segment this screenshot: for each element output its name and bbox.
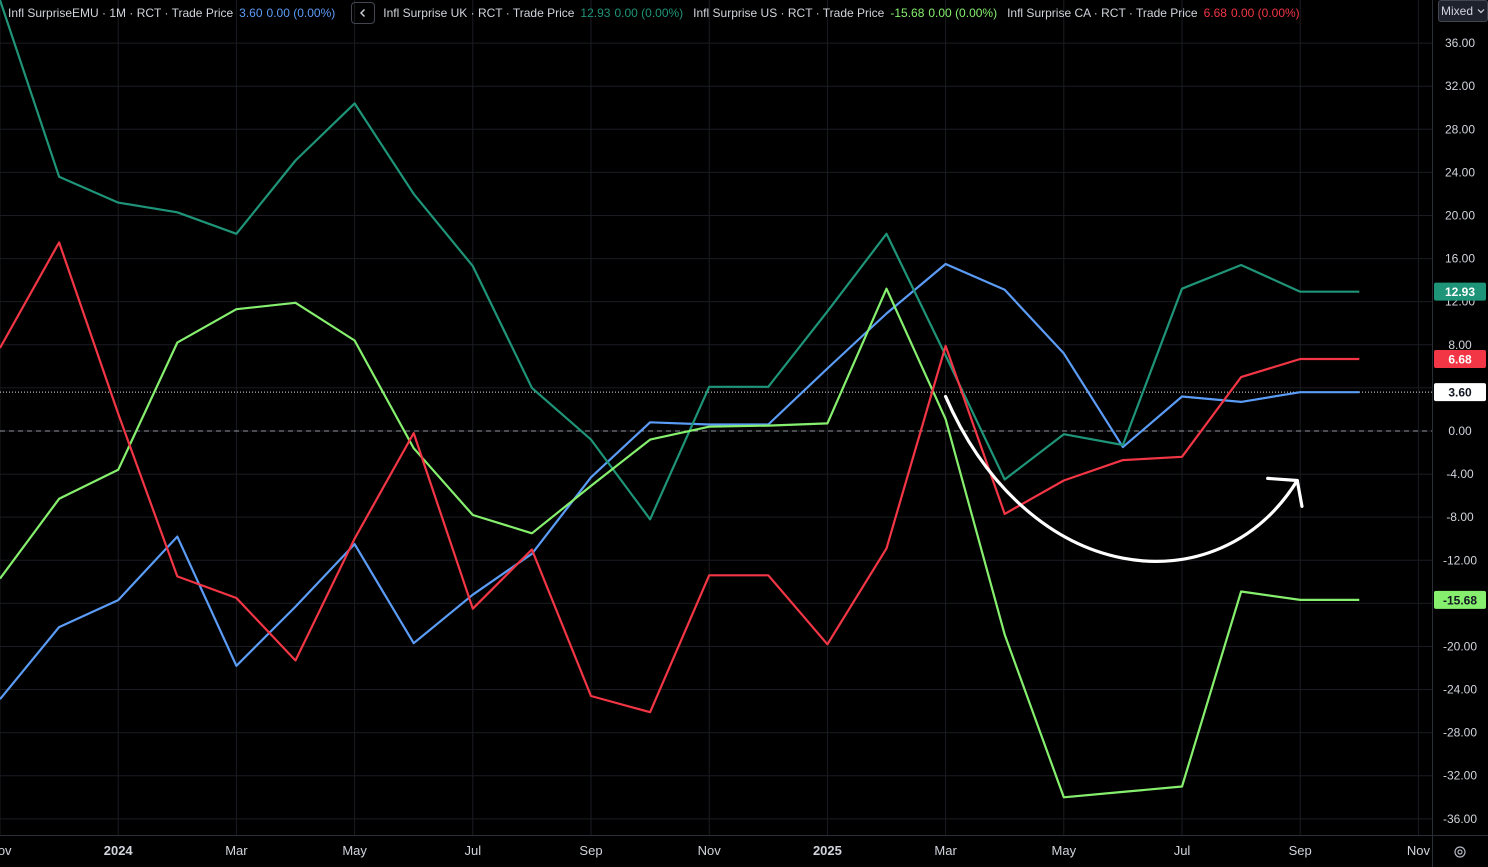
last-value-label-uk: 12.93 xyxy=(1434,282,1486,301)
y-tick-label: -20.00 xyxy=(1443,639,1477,653)
series-line-us[interactable] xyxy=(0,287,1360,799)
x-tick-label: Sep xyxy=(1289,843,1312,858)
legend-item-emu[interactable]: Infl SurpriseEMU · 1M · RCT · Trade Pric… xyxy=(8,6,335,20)
x-tick-label: Nov xyxy=(698,843,722,858)
legend-item-ca[interactable]: Infl Surprise CA · RCT · Trade Price 6.6… xyxy=(1007,6,1300,20)
price-scale-mode-dropdown[interactable]: Mixed xyxy=(1438,0,1488,22)
chevron-left-icon xyxy=(360,9,366,17)
svg-text:-15.68: -15.68 xyxy=(1443,593,1477,607)
y-tick-label: -12.00 xyxy=(1443,553,1477,567)
series-line-emu[interactable] xyxy=(0,262,1360,700)
x-tick-label: 2024 xyxy=(104,843,134,858)
series-line-ca[interactable] xyxy=(0,241,1360,714)
x-tick-label: Mar xyxy=(225,843,248,858)
legend-item-uk[interactable]: Infl Surprise UK · RCT · Trade Price 12.… xyxy=(383,6,683,20)
legend-item-us[interactable]: Infl Surprise US · RCT · Trade Price -15… xyxy=(693,6,997,20)
legend-title-us: Infl Surprise US · RCT · Trade Price xyxy=(693,6,885,20)
last-value-label-ca: 6.68 xyxy=(1434,349,1486,368)
last-value-label-emu: 3.60 xyxy=(1434,383,1486,402)
y-tick-label: -8.00 xyxy=(1446,510,1474,524)
svg-text:3.60: 3.60 xyxy=(1448,386,1472,400)
legend-change-emu: 0.00 (0.00%) xyxy=(266,6,336,20)
legend-value-us: -15.68 xyxy=(890,6,925,20)
y-tick-label: -32.00 xyxy=(1443,769,1477,783)
y-tick-label: -24.00 xyxy=(1443,683,1477,697)
legend-value-emu: 3.60 xyxy=(239,6,263,20)
legend-value-uk: 12.93 xyxy=(580,6,611,20)
price-scale-mode-label: Mixed xyxy=(1440,4,1473,18)
gear-icon xyxy=(1454,845,1466,858)
grid-lines xyxy=(0,0,1432,835)
x-tick-label: May xyxy=(342,843,367,858)
x-tick-label: May xyxy=(1052,843,1077,858)
legend-change-uk: 0.00 (0.00%) xyxy=(614,6,684,20)
series-line-uk[interactable] xyxy=(0,0,1360,521)
series-lines xyxy=(0,0,1360,799)
y-tick-label: -4.00 xyxy=(1446,467,1474,481)
legend-title-emu: Infl SurpriseEMU · 1M · RCT · Trade Pric… xyxy=(8,6,234,20)
y-tick-label: 36.00 xyxy=(1445,36,1475,50)
legend-title-uk: Infl Surprise UK · RCT · Trade Price xyxy=(383,6,575,20)
last-value-label-us: -15.68 xyxy=(1434,590,1486,609)
x-tick-label: Nov xyxy=(0,843,12,858)
y-tick-label: 8.00 xyxy=(1448,338,1472,352)
annotation-curve-arrow[interactable] xyxy=(944,394,1299,563)
legend-change-ca: 0.00 (0.00%) xyxy=(1230,6,1300,20)
y-tick-label: 16.00 xyxy=(1445,252,1475,266)
x-tick-label: Nov xyxy=(1407,843,1431,858)
x-tick-label: Sep xyxy=(579,843,602,858)
y-tick-label: 20.00 xyxy=(1445,208,1475,222)
svg-text:12.93: 12.93 xyxy=(1445,285,1475,299)
x-tick-label: Jul xyxy=(1174,843,1191,858)
chevron-down-icon xyxy=(1477,9,1485,14)
legend-value-ca: 6.68 xyxy=(1203,6,1227,20)
annotation-arrowhead xyxy=(1266,476,1304,508)
series-legend: Infl SurpriseEMU · 1M · RCT · Trade Pric… xyxy=(0,0,1430,26)
y-tick-label: 28.00 xyxy=(1445,122,1475,136)
chart-settings-button[interactable] xyxy=(1432,836,1488,867)
svg-text:6.68: 6.68 xyxy=(1448,352,1472,366)
x-tick-label: 2025 xyxy=(813,843,842,858)
y-tick-label: 24.00 xyxy=(1445,165,1475,179)
x-tick-label: Jul xyxy=(464,843,481,858)
y-tick-label: -36.00 xyxy=(1443,812,1477,826)
y-tick-label: 32.00 xyxy=(1445,79,1475,93)
drawing-annotations[interactable] xyxy=(944,394,1304,563)
x-tick-label: Mar xyxy=(934,843,957,858)
legend-change-us: 0.00 (0.00%) xyxy=(928,6,998,20)
legend-title-ca: Infl Surprise CA · RCT · Trade Price xyxy=(1007,6,1198,20)
y-tick-label: 0.00 xyxy=(1448,424,1472,438)
y-tick-label: -28.00 xyxy=(1443,726,1477,740)
legend-collapse-button[interactable] xyxy=(351,2,376,24)
